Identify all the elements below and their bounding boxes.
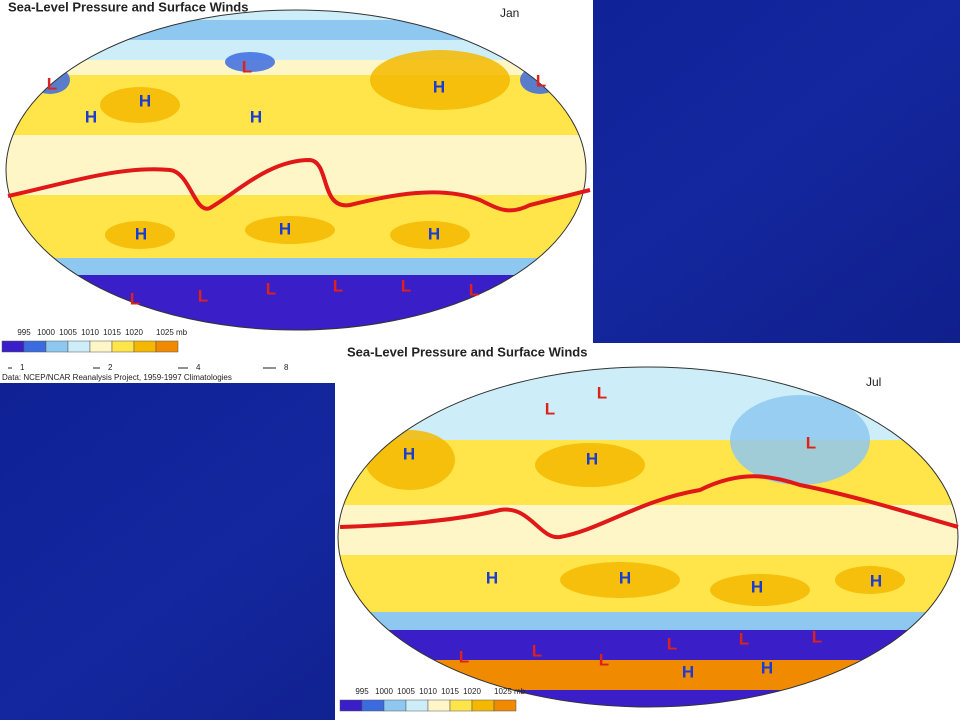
legend-swatch [1,340,25,353]
pressure-band [6,135,586,195]
pressure-marker: H [761,658,773,677]
legend-label: 1015 [103,328,121,337]
pressure-marker: H [751,577,763,596]
legend-label: 1000 [375,687,393,696]
legend-swatch [339,699,363,712]
pressure-marker: L [536,71,546,90]
pressure-marker: L [532,641,542,660]
pressure-cell [105,221,175,249]
legend-label: 1010 [419,687,437,696]
pressure-marker: H [428,224,440,243]
legend-label: 995 [355,687,369,696]
legend-label: 1025 mb [156,328,188,337]
legend-swatch [89,340,113,353]
legend-swatch [449,699,473,712]
itcz-line [7,157,591,213]
pressure-cell [835,566,905,594]
pressure-marker: L [47,74,57,93]
pressure-marker: L [599,650,609,669]
legend-label: 995 [17,328,31,337]
legend-label: 1020 [125,328,143,337]
pressure-marker: H [279,219,291,238]
legend-label: 1010 [81,328,99,337]
legend-swatch [45,340,69,353]
pressure-marker: L [242,57,252,76]
pressure-marker: L [266,279,276,298]
pressure-cell [100,87,180,123]
map-title: Sea-Level Pressure and Surface Winds [347,344,587,359]
pressure-marker: L [739,629,749,648]
map-title: Sea-Level Pressure and Surface Winds [8,0,248,14]
pressure-marker: L [597,383,607,402]
pressure-marker: L [198,286,208,305]
legend-label: 1005 [59,328,77,337]
month-label: Jul [866,375,881,389]
month-label: Jan [500,6,519,20]
pressure-marker: L [469,280,479,299]
pressure-cell [225,52,275,72]
legend-swatch [23,340,47,353]
pressure-marker: H [403,444,415,463]
legend-label: 1000 [37,328,55,337]
pressure-marker: H [619,568,631,587]
map-border [337,366,959,708]
map-border [5,9,587,331]
pressure-cell [245,216,335,244]
pressure-marker: H [870,571,882,590]
pressure-marker: L [130,289,140,308]
pressure-marker: H [85,107,97,126]
pressure-cell [535,443,645,487]
legend-label: 1025 mb [494,687,526,696]
itcz-line [339,474,959,540]
wind-scale-label: 2 [108,363,113,372]
pressure-marker: H [433,77,445,96]
pressure-cell [730,395,870,485]
pressure-marker: L [459,647,469,666]
pressure-marker: H [682,662,694,681]
legend-label: 1015 [441,687,459,696]
pressure-marker: L [812,627,822,646]
pressure-marker: H [486,568,498,587]
pressure-marker: L [333,276,343,295]
pressure-cell [390,221,470,249]
pressure-marker: L [667,634,677,653]
pressure-cell [370,50,510,110]
wind-scale-label: 8 [284,363,289,372]
legend-swatch [383,699,407,712]
pressure-marker: H [139,91,151,110]
legend-swatch [111,340,135,353]
pressure-band [338,505,958,555]
legend-swatch [155,340,179,353]
legend-swatch [405,699,429,712]
source-note: Data: NCEP/NCAR Reanalysis Project, 1959… [2,373,232,382]
wind-scale-label: 4 [196,363,201,372]
pressure-marker: H [250,107,262,126]
pressure-marker: L [806,433,816,452]
pressure-marker: L [401,276,411,295]
legend-swatch [427,699,451,712]
pressure-cell [710,574,810,606]
legend-swatch [361,699,385,712]
legend-swatch [133,340,157,353]
legend-label: 1020 [463,687,481,696]
legend-swatch [67,340,91,353]
pressure-cell [560,562,680,598]
legend-label: 1005 [397,687,415,696]
pressure-marker: H [586,449,598,468]
pressure-marker: L [545,399,555,418]
pressure-band [338,612,958,630]
wind-scale-label: 1 [20,363,25,372]
pressure-marker: H [135,224,147,243]
legend-swatch [471,699,495,712]
legend-swatch [493,699,517,712]
pressure-band [6,258,586,275]
